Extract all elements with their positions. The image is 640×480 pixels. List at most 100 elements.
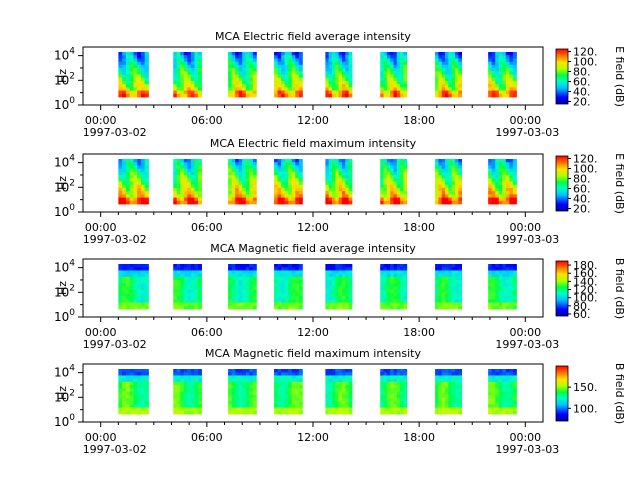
spectrogram-cell: [509, 283, 514, 287]
spectrogram-cell: [338, 80, 343, 85]
spectrogram-cell: [187, 162, 192, 166]
spectrogram-cell: [390, 375, 394, 380]
spectrogram-cell: [403, 200, 408, 205]
spectrogram-cell: [252, 187, 257, 192]
spectrogram-cell: [441, 276, 446, 281]
spectrogram-cell: [498, 280, 503, 284]
spectrogram-cell: [295, 305, 300, 310]
spectrogram-cell: [441, 61, 446, 66]
spectrogram-cell: [448, 397, 453, 402]
spectrogram-cell: [284, 273, 289, 278]
spectrogram-cell: [341, 184, 346, 189]
spectrogram-cell: [325, 388, 330, 392]
spectrogram-cell: [498, 90, 503, 95]
spectrogram-cell: [328, 58, 333, 63]
spectrogram-cell: [386, 80, 391, 85]
spectrogram-cell: [400, 80, 404, 85]
spectrogram-cell: [298, 162, 303, 166]
spectrogram-cell: [438, 178, 443, 182]
spectrogram-cell: [332, 372, 336, 376]
spectrogram-block: [173, 159, 202, 205]
spectrogram-cell: [325, 68, 330, 72]
spectrogram-cell: [277, 168, 282, 173]
colorbar-label: E field (dB): [613, 153, 626, 214]
spectrogram-cell: [137, 68, 142, 72]
spectrogram-cell: [295, 375, 300, 380]
spectrogram-cell: [144, 385, 149, 389]
spectrogram-cell: [498, 165, 503, 170]
spectrogram-cell: [140, 401, 146, 405]
spectrogram-cell: [291, 68, 296, 72]
spectrogram-cell: [133, 296, 138, 300]
spectrogram-cell: [380, 378, 384, 383]
spectrogram-cell: [491, 200, 496, 205]
spectrogram-block: [380, 369, 408, 415]
spectrogram-cell: [298, 200, 303, 205]
spectrogram-cell: [488, 61, 493, 66]
spectrogram-cell: [438, 55, 443, 59]
spectrogram-cell: [328, 286, 333, 291]
spectrogram-cell: [288, 410, 293, 415]
spectrogram-cell: [454, 407, 459, 412]
spectrogram-cell: [448, 381, 453, 386]
spectrogram-cell: [495, 280, 500, 284]
spectrogram-cell: [341, 391, 346, 396]
spectrogram-cell: [386, 270, 391, 275]
spectrogram-cell: [198, 372, 202, 376]
spectrogram-cell: [338, 168, 343, 173]
spectrogram-cell: [509, 187, 514, 192]
spectrogram-cell: [118, 276, 123, 281]
spectrogram-cell: [231, 191, 236, 195]
spectrogram-cell: [396, 68, 401, 72]
spectrogram-cell: [281, 71, 286, 75]
spectrogram-cell: [125, 64, 131, 69]
spectrogram-cell: [274, 194, 279, 198]
spectrogram-cell: [242, 267, 247, 271]
spectrogram-cell: [125, 197, 131, 202]
spectrogram-cell: [274, 168, 279, 173]
spectrogram-cell: [505, 191, 510, 195]
spectrogram-cell: [441, 388, 446, 392]
spectrogram-cell: [498, 404, 503, 408]
spectrogram-cell: [245, 58, 250, 63]
spectrogram-cell: [298, 74, 303, 79]
spectrogram-cell: [235, 283, 240, 287]
spectrogram-cell: [133, 197, 138, 202]
spectrogram-cell: [187, 394, 192, 399]
spectrogram-cell: [129, 407, 134, 412]
spectrogram-cell: [187, 68, 192, 72]
spectrogram-cell: [451, 191, 456, 195]
spectrogram-cell: [118, 401, 123, 405]
spectrogram-cell: [291, 194, 296, 198]
spectrogram-cell: [400, 397, 404, 402]
spectrogram-cell: [140, 87, 146, 91]
spectrogram-cell: [491, 296, 496, 300]
spectrogram-cell: [122, 64, 127, 69]
spectrogram-cell: [245, 187, 250, 192]
spectrogram-cell: [498, 283, 503, 287]
spectrogram-cell: [242, 178, 247, 182]
spectrogram-cell: [332, 276, 336, 281]
spectrogram-cell: [380, 159, 384, 163]
spectrogram-cell: [231, 273, 236, 278]
spectrogram-cell: [298, 80, 303, 85]
spectrogram-cell: [445, 267, 449, 271]
spectrogram-cell: [249, 87, 254, 91]
spectrogram-cell: [118, 299, 123, 303]
spectrogram-cell: [190, 181, 195, 186]
colorbar-label: E field (dB): [613, 46, 626, 107]
spectrogram-cell: [137, 391, 142, 396]
spectrogram-cell: [502, 375, 507, 380]
spectrogram-cell: [176, 381, 181, 386]
spectrogram-cell: [451, 296, 456, 300]
spectrogram-cell: [284, 58, 289, 63]
spectrogram-cell: [445, 55, 449, 59]
spectrogram-cell: [231, 299, 236, 303]
spectrogram-cell: [198, 90, 202, 95]
spectrogram-cell: [133, 273, 138, 278]
spectrogram-cell: [295, 87, 300, 91]
spectrogram-cell: [245, 270, 250, 275]
spectrogram-cell: [281, 397, 286, 402]
y-tick-label: 104: [54, 47, 75, 63]
spectrogram-cell: [335, 168, 340, 173]
